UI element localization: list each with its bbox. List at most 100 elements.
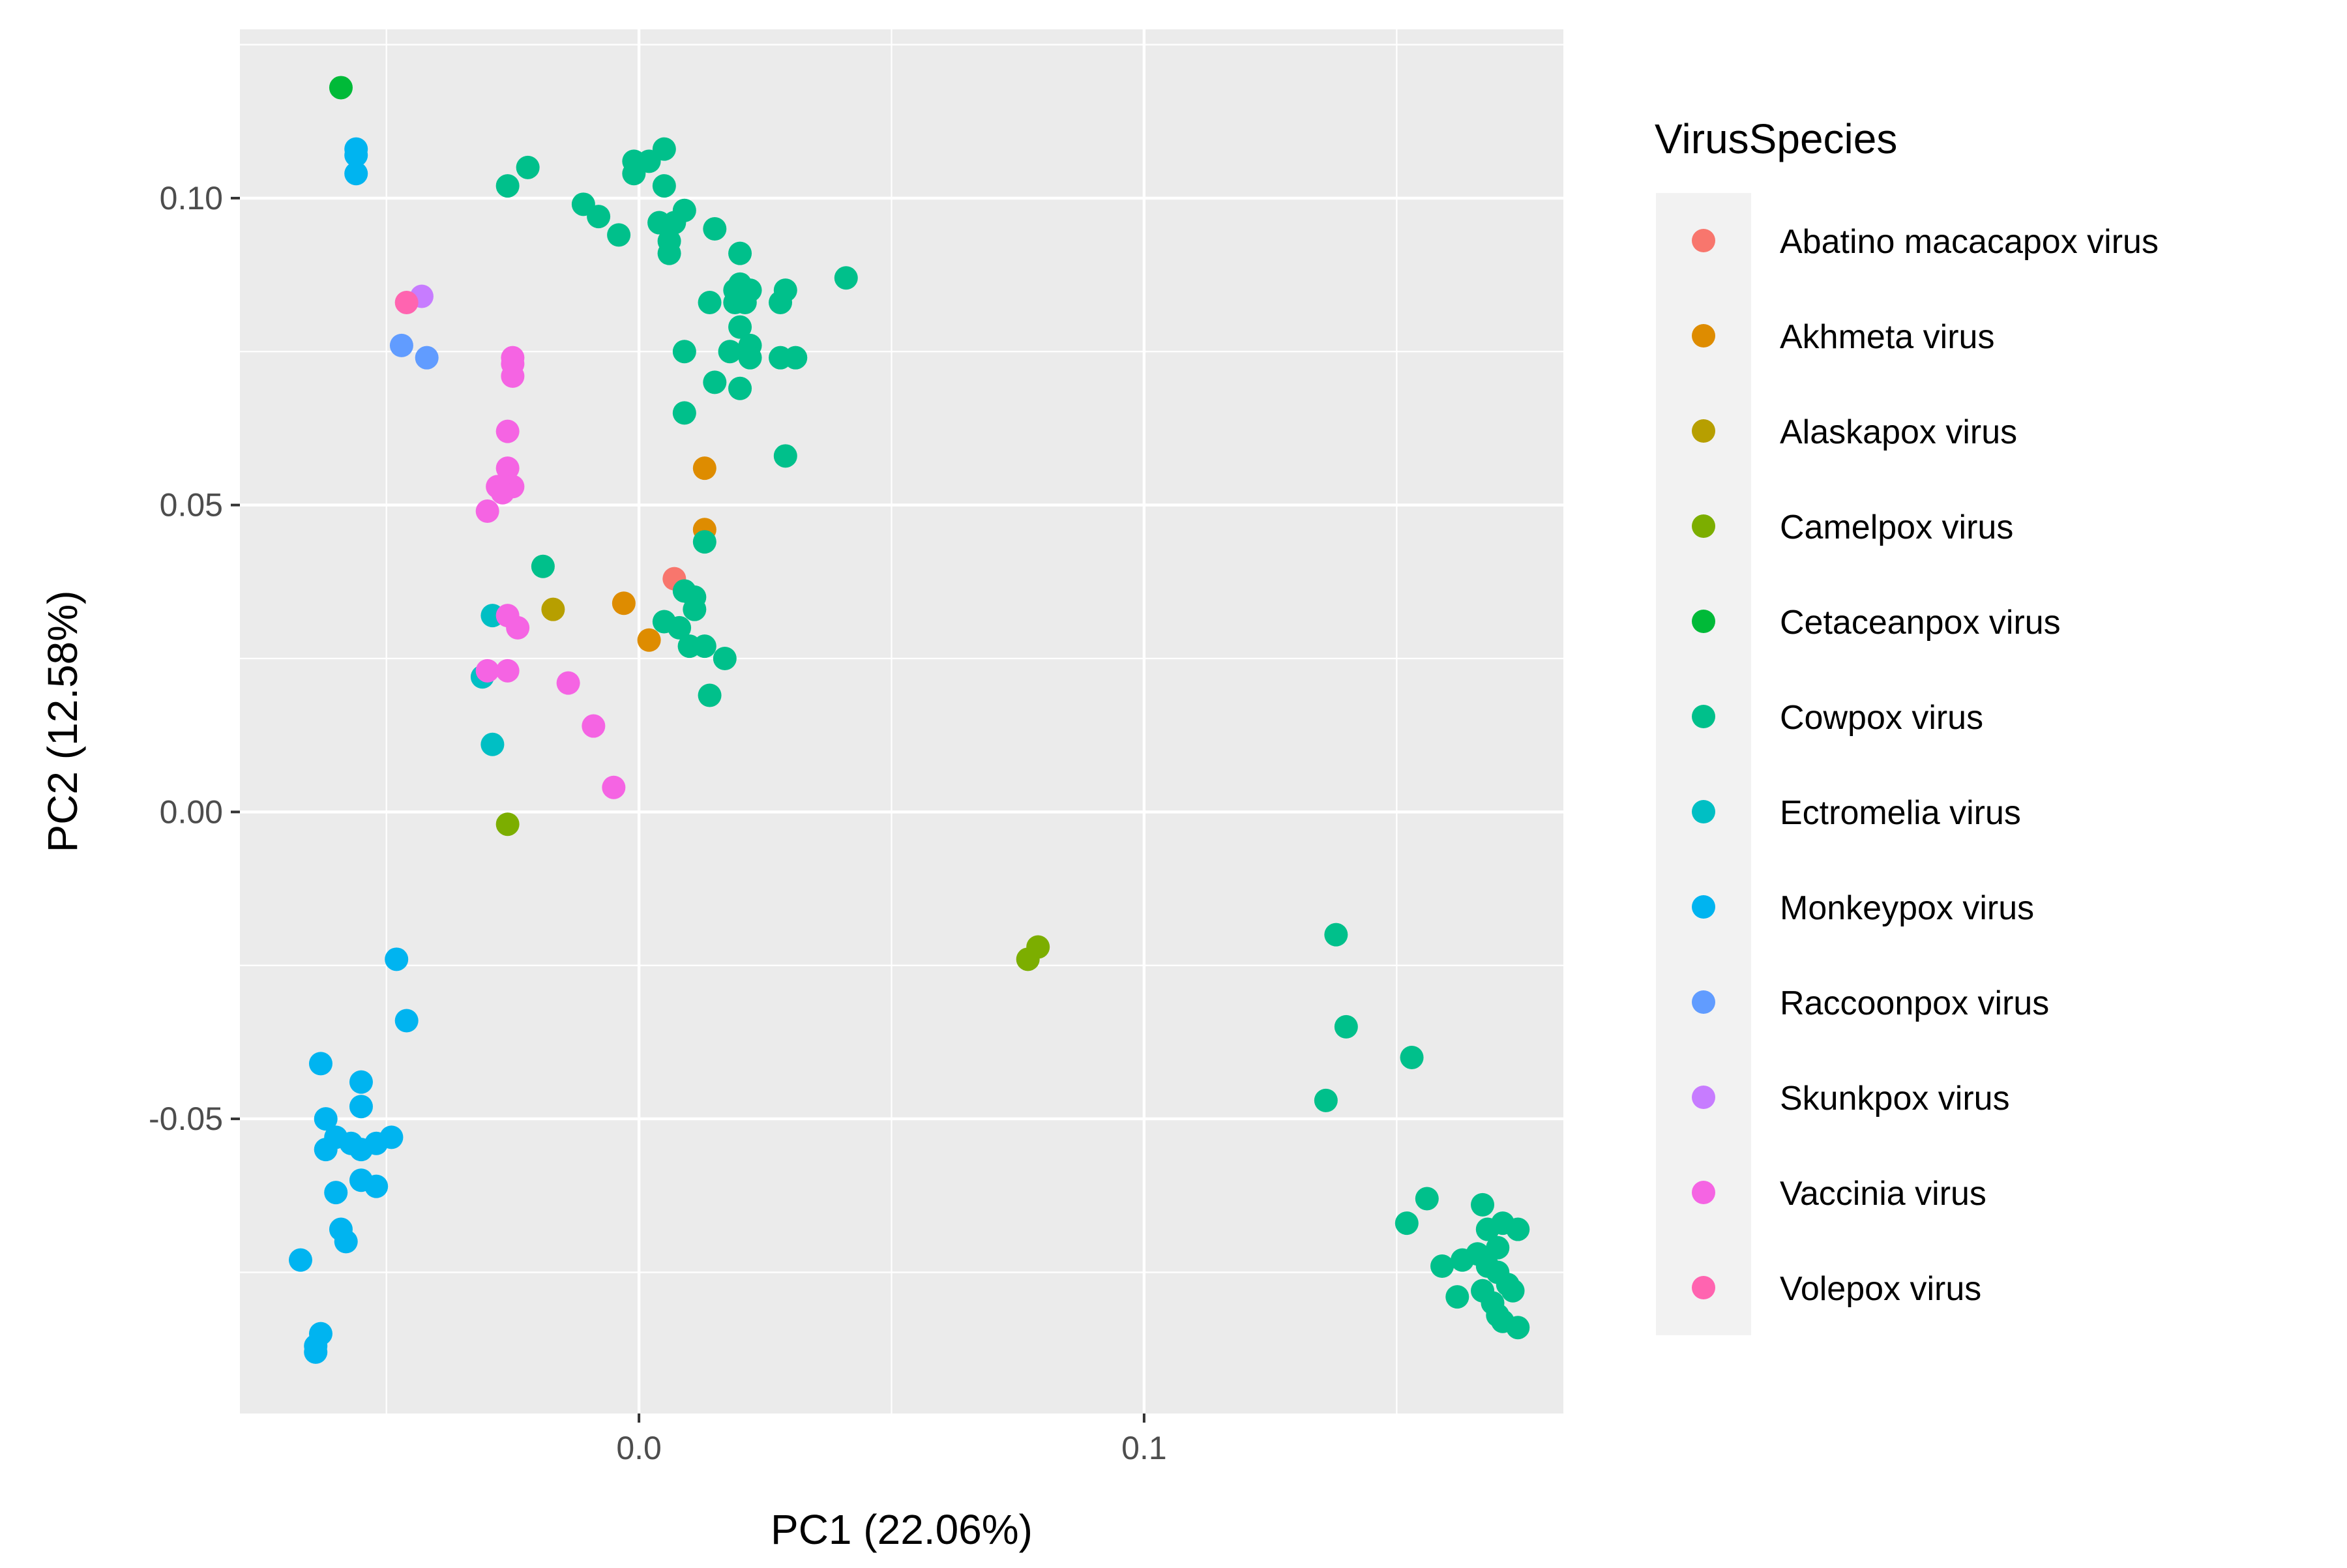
point-monkeypox-virus: [308, 1052, 332, 1076]
legend-label-camelpox-virus: Camelpox virus: [1780, 509, 2013, 546]
legend-label-volepox-virus: Volepox virus: [1780, 1270, 1981, 1308]
point-cowpox-virus: [728, 315, 752, 339]
point-cowpox-virus: [698, 683, 722, 707]
x-tick-label: 0.0: [616, 1430, 662, 1466]
point-cowpox-virus: [738, 346, 762, 370]
point-camelpox-virus: [1016, 947, 1040, 971]
point-monkeypox-virus: [349, 1070, 373, 1094]
point-raccoonpox-virus: [389, 333, 413, 357]
point-vaccinia-virus: [490, 481, 514, 505]
point-monkeypox-virus: [314, 1138, 338, 1162]
point-monkeypox-virus: [344, 143, 368, 167]
point-cowpox-virus: [703, 370, 727, 394]
point-cowpox-virus: [1471, 1192, 1495, 1217]
legend-key-background: [1656, 193, 1751, 1335]
point-cowpox-virus: [1314, 1088, 1338, 1112]
point-cowpox-virus: [1445, 1285, 1469, 1309]
point-akhmeta-virus: [612, 591, 636, 615]
point-cowpox-virus: [683, 597, 707, 621]
point-cowpox-virus: [1506, 1316, 1530, 1340]
point-cowpox-virus: [1486, 1235, 1510, 1260]
point-cowpox-virus: [1400, 1045, 1424, 1069]
point-cowpox-virus: [1506, 1217, 1530, 1241]
y-tick-label: 0.10: [160, 180, 223, 216]
point-cowpox-virus: [728, 376, 752, 400]
point-cowpox-virus: [692, 634, 716, 658]
x-axis-title: PC1 (22.06%): [771, 1506, 1033, 1553]
point-cowpox-virus: [713, 647, 737, 670]
point-cowpox-virus: [738, 278, 762, 303]
point-cowpox-virus: [657, 241, 681, 265]
point-vaccinia-virus: [495, 419, 520, 443]
point-cowpox-virus: [607, 223, 631, 247]
point-raccoonpox-virus: [415, 346, 439, 370]
point-vaccinia-virus: [475, 499, 499, 524]
point-vaccinia-virus: [475, 658, 499, 683]
point-monkeypox-virus: [314, 1107, 338, 1131]
point-cowpox-virus: [834, 266, 858, 290]
legend-key-cetaceanpox-virus: [1692, 610, 1715, 633]
point-akhmeta-virus: [637, 628, 661, 652]
point-cowpox-virus: [1395, 1211, 1419, 1235]
point-cowpox-virus: [652, 174, 676, 198]
point-camelpox-virus: [495, 812, 520, 836]
point-vaccinia-virus: [495, 658, 520, 683]
legend-title: VirusSpecies: [1655, 115, 1897, 162]
point-alaskapox-virus: [541, 597, 565, 621]
point-cowpox-virus: [1324, 923, 1348, 947]
point-monkeypox-virus: [385, 947, 409, 971]
legend-key-raccoonpox-virus: [1692, 990, 1715, 1014]
point-cowpox-virus: [1334, 1014, 1358, 1039]
point-monkeypox-virus: [394, 1009, 419, 1033]
y-tick-label: -0.05: [149, 1101, 223, 1137]
point-cowpox-virus: [773, 278, 797, 303]
point-cowpox-virus: [495, 174, 520, 198]
legend-key-alaskapox-virus: [1692, 419, 1715, 443]
point-monkeypox-virus: [304, 1334, 328, 1358]
point-monkeypox-virus: [288, 1248, 312, 1272]
legend-key-skunkpox-virus: [1692, 1086, 1715, 1109]
legend-key-akhmeta-virus: [1692, 324, 1715, 348]
point-vaccinia-virus: [501, 364, 525, 388]
point-cowpox-virus: [531, 554, 555, 578]
point-vaccinia-virus: [506, 615, 530, 640]
legend-key-cowpox-virus: [1692, 705, 1715, 728]
point-vaccinia-virus: [602, 775, 626, 799]
legend-key-volepox-virus: [1692, 1276, 1715, 1299]
point-cowpox-virus: [668, 615, 692, 640]
legend-label-alaskapox-virus: Alaskapox virus: [1780, 413, 2017, 451]
x-tick-label: 0.1: [1121, 1430, 1167, 1466]
point-akhmeta-virus: [692, 456, 716, 481]
legend: VirusSpecies Abatino macacapox virus Akhm…: [1655, 115, 2159, 1335]
point-vaccinia-virus: [556, 671, 580, 695]
point-vaccinia-virus: [495, 456, 520, 481]
point-cowpox-virus: [1430, 1254, 1454, 1279]
legend-key-monkeypox-virus: [1692, 895, 1715, 919]
point-monkeypox-virus: [349, 1138, 373, 1162]
point-cetaceanpox-virus: [329, 76, 353, 100]
x-axis-ticks: 0.0 0.1: [616, 1413, 1167, 1466]
point-cowpox-virus: [784, 346, 808, 370]
legend-label-monkeypox-virus: Monkeypox virus: [1780, 889, 2034, 927]
legend-key-ectromelia-virus: [1692, 800, 1715, 823]
legend-items: Abatino macacapox virus Akhmeta virus Alas…: [1692, 223, 2159, 1308]
point-cowpox-virus: [672, 340, 696, 364]
point-cowpox-virus: [698, 290, 722, 314]
point-cowpox-virus: [672, 401, 696, 425]
point-cowpox-virus: [1415, 1187, 1439, 1211]
point-cowpox-virus: [718, 340, 742, 364]
point-vaccinia-virus: [582, 714, 606, 738]
major-gridlines: [240, 29, 1563, 1413]
point-cowpox-virus: [652, 137, 676, 161]
point-cowpox-virus: [672, 198, 696, 222]
y-tick-label: 0.05: [160, 487, 223, 524]
legend-label-ectromelia-virus: Ectromelia virus: [1780, 794, 2021, 832]
data-points: [288, 76, 1530, 1364]
point-cowpox-virus: [773, 444, 797, 468]
minor-gridlines: [240, 29, 1563, 1413]
point-cowpox-virus: [1501, 1279, 1525, 1303]
point-cowpox-virus: [692, 530, 716, 554]
point-monkeypox-virus: [344, 162, 368, 186]
point-ectromelia-virus: [480, 732, 505, 756]
